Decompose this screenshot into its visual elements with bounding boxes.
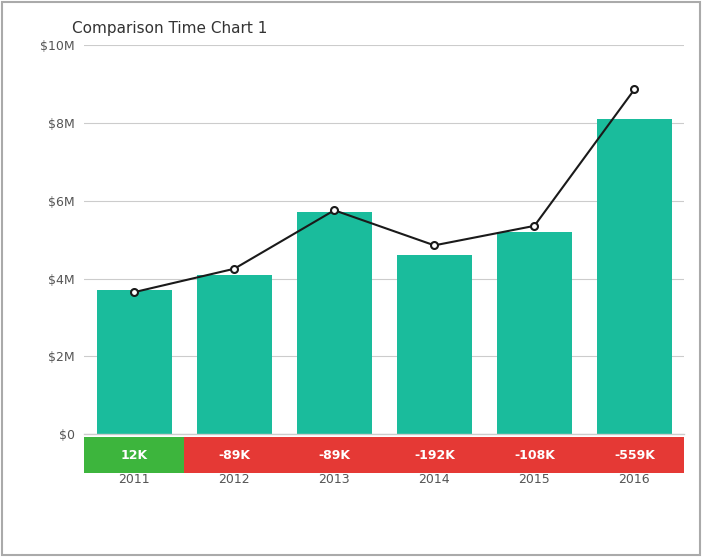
Text: -108K: -108K xyxy=(514,449,555,462)
Bar xyxy=(184,437,284,473)
Bar xyxy=(297,212,372,434)
Text: 2013: 2013 xyxy=(319,473,350,486)
Bar xyxy=(97,290,172,434)
Bar xyxy=(197,275,272,434)
Text: -192K: -192K xyxy=(414,449,455,462)
Text: -89K: -89K xyxy=(318,449,350,462)
Text: 2016: 2016 xyxy=(618,473,650,486)
Text: 12K: 12K xyxy=(121,449,148,462)
Text: -559K: -559K xyxy=(614,449,655,462)
Bar xyxy=(597,119,672,434)
Bar xyxy=(384,437,484,473)
Text: 2015: 2015 xyxy=(519,473,550,486)
Bar xyxy=(497,232,572,434)
Bar xyxy=(584,437,684,473)
Text: Comparison Time Chart 1: Comparison Time Chart 1 xyxy=(72,22,267,36)
Bar xyxy=(84,437,184,473)
Bar xyxy=(284,437,384,473)
Text: 2011: 2011 xyxy=(119,473,150,486)
Text: 2014: 2014 xyxy=(418,473,450,486)
Text: -89K: -89K xyxy=(218,449,251,462)
Text: 2012: 2012 xyxy=(218,473,250,486)
Bar xyxy=(484,437,584,473)
Bar xyxy=(397,255,472,434)
